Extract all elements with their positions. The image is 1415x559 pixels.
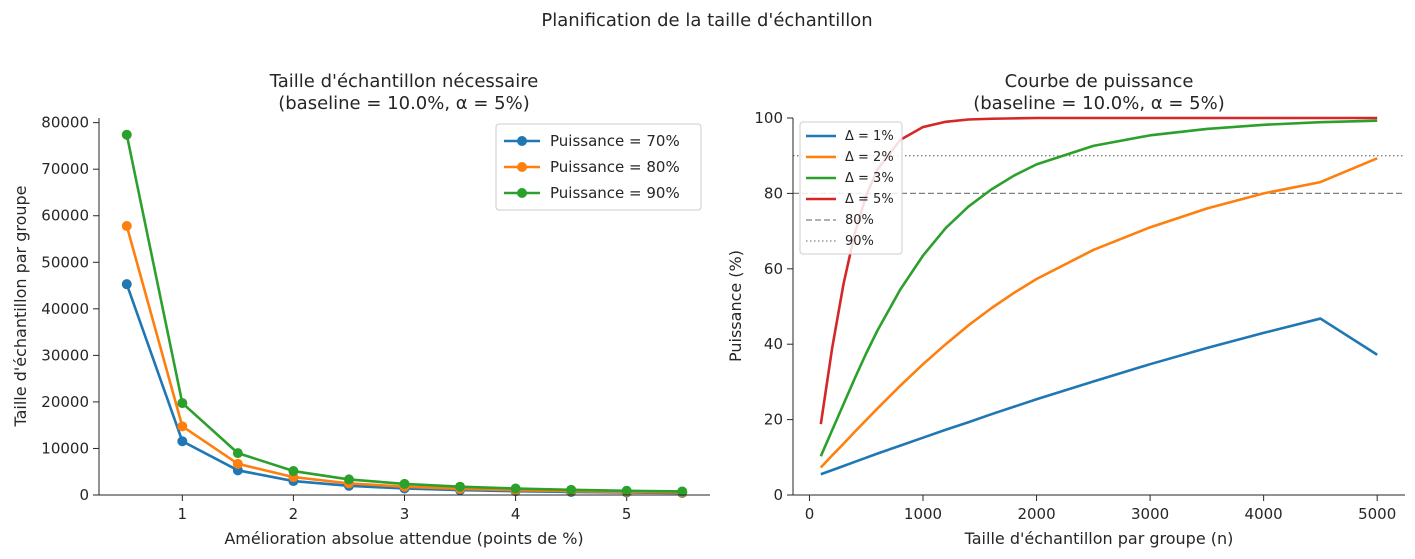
data-point	[121, 129, 132, 140]
data-point	[566, 484, 577, 495]
y-tick-label: 0	[79, 486, 89, 504]
legend-label: Puissance = 90%	[550, 184, 680, 202]
x-tick-label: 3000	[1131, 505, 1169, 523]
x-tick-label: 0	[805, 505, 815, 523]
legend-label: Δ = 5%	[845, 192, 894, 207]
x-tick-label: 4000	[1245, 505, 1283, 523]
series-line-1	[820, 317, 1378, 476]
x-tick-label: 4	[511, 505, 521, 523]
figure-suptitle: Planification de la taille d'échantillon	[541, 10, 872, 31]
x-tick-label: 5	[622, 505, 632, 523]
series-puissance-90	[121, 129, 688, 497]
legend-label: Puissance = 70%	[550, 132, 680, 150]
y-tick-label: 50000	[41, 253, 89, 271]
data-point	[121, 220, 132, 231]
y-tick-label: 80000	[41, 114, 89, 132]
legend-label: 90%	[845, 234, 874, 249]
data-point	[455, 481, 466, 492]
data-point	[232, 458, 243, 469]
data-point	[510, 483, 521, 494]
legend-label: Δ = 1%	[845, 129, 894, 144]
sample-size-chart-ticks: 1 2 3 4 5 0 10000 20000 30000 40000 50000 60000 7000…	[41, 114, 631, 523]
power-curve-chart: Courbe de puissance (baseline = 10.0%, α…	[726, 71, 1405, 548]
sample-size-chart-title-line1: Taille d'échantillon nécessaire	[269, 71, 539, 92]
legend-marker	[517, 188, 527, 198]
sample-size-chart-legend: Puissance = 70% Puissance = 80% Puissance …	[495, 123, 702, 211]
power-curve-legend-frame	[799, 121, 903, 255]
legend-label: Δ = 2%	[845, 150, 894, 165]
legend-label: 80%	[845, 213, 874, 228]
data-point	[232, 448, 243, 459]
y-tick-label: 0	[773, 486, 783, 504]
data-point	[677, 486, 688, 497]
y-tick-label: 70000	[41, 160, 89, 178]
sample-size-chart: Taille d'échantillon nécessaire (baselin…	[11, 71, 710, 548]
series-line-5	[819, 116, 1378, 425]
power-curve-chart-series	[793, 116, 1405, 476]
data-point	[399, 478, 410, 489]
series-line-3	[819, 119, 1378, 457]
power-curve-chart-ticks: 0 1000 2000 3000 4000 5000 0 20 40 60 80 100	[754, 109, 1396, 523]
legend-marker	[517, 136, 527, 146]
power-curve-chart-ylabel: Puissance (%)	[726, 250, 745, 362]
y-tick-label: 80	[764, 184, 783, 202]
x-tick-label: 1000	[904, 505, 942, 523]
y-tick-label: 60000	[41, 207, 89, 225]
x-tick-label: 2	[289, 505, 299, 523]
series-puissance-70	[121, 279, 688, 498]
legend-marker	[517, 162, 527, 172]
y-tick-label: 60	[764, 260, 783, 278]
y-tick-label: 30000	[41, 346, 89, 364]
series-line-2	[819, 157, 1378, 469]
y-tick-label: 40000	[41, 300, 89, 318]
y-tick-label: 100	[754, 109, 783, 127]
y-tick-label: 20	[764, 411, 783, 429]
data-point	[288, 466, 299, 477]
data-point	[177, 398, 188, 409]
legend-label: Puissance = 80%	[550, 158, 680, 176]
x-tick-label: 2000	[1017, 505, 1055, 523]
y-tick-label: 40	[764, 335, 783, 353]
sample-size-chart-series	[121, 129, 688, 498]
x-tick-label: 5000	[1358, 505, 1396, 523]
legend-label: Δ = 3%	[845, 171, 894, 186]
series-line	[125, 225, 683, 494]
x-tick-label: 1	[178, 505, 188, 523]
power-curve-chart-xlabel: Taille d'échantillon par groupe (n)	[964, 529, 1234, 548]
power-curve-chart-title-line1: Courbe de puissance	[1005, 71, 1194, 92]
data-point	[621, 485, 632, 496]
y-tick-label: 20000	[41, 393, 89, 411]
y-tick-label: 10000	[41, 439, 89, 457]
data-point	[121, 279, 132, 290]
sample-size-chart-xlabel: Amélioration absolue attendue (points de…	[224, 529, 583, 548]
data-point	[343, 474, 354, 485]
sample-size-chart-title-line2: (baseline = 10.0%, α = 5%)	[278, 93, 530, 114]
data-point	[177, 436, 188, 447]
power-curve-chart-legend: Δ = 1% Δ = 2% Δ = 3% Δ = 5% 80% 90%	[799, 121, 903, 255]
data-point	[177, 421, 188, 432]
sample-size-legend-frame	[495, 123, 702, 211]
series-line	[125, 283, 683, 495]
series-puissance-80	[121, 220, 688, 498]
power-curve-chart-title-line2: (baseline = 10.0%, α = 5%)	[973, 93, 1225, 114]
sample-size-chart-ylabel: Taille d'échantillon par groupe	[11, 185, 30, 427]
x-tick-label: 3	[400, 505, 410, 523]
